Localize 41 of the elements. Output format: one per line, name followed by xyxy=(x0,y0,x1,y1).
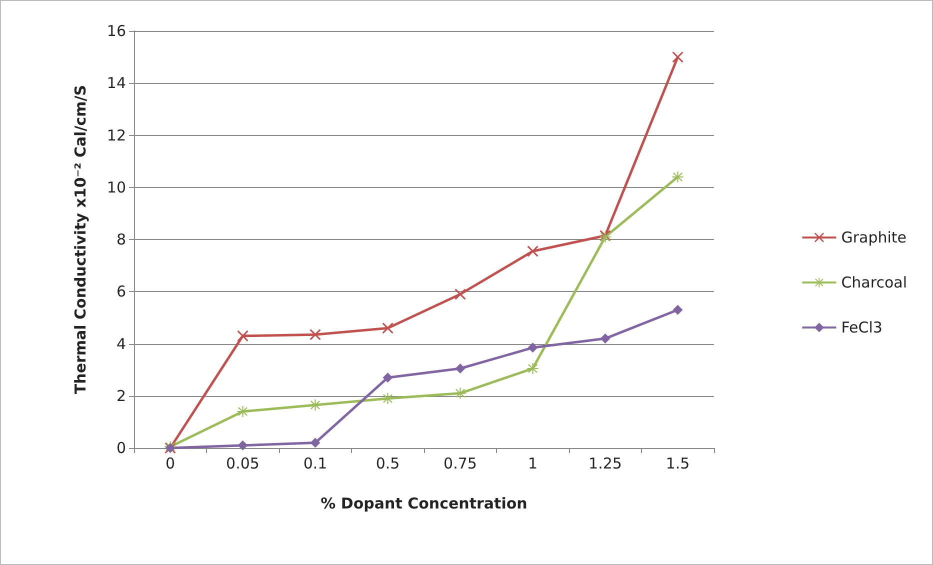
legend-label: FeCl3 xyxy=(841,318,882,336)
x-tick-label: 1.25 xyxy=(588,454,622,472)
x-tick-label: 0.1 xyxy=(303,454,328,472)
x-tick-label: 0.5 xyxy=(376,454,400,472)
point xyxy=(237,406,248,418)
point xyxy=(310,399,321,410)
y-tick-label: 0 xyxy=(116,439,126,457)
y-tick-label: 8 xyxy=(116,230,126,248)
y-axis-title: Thermal Conductivity x10⁻² Cal/cm/S xyxy=(72,84,90,394)
y-tick-label: 4 xyxy=(116,334,126,353)
y-tick-label: 12 xyxy=(106,126,126,144)
x-tick-label: 1.5 xyxy=(666,454,690,472)
point xyxy=(382,322,394,334)
point xyxy=(600,334,610,344)
point xyxy=(527,363,538,374)
point xyxy=(454,288,466,300)
y-tick-label: 14 xyxy=(106,74,126,92)
point xyxy=(310,438,320,448)
legend-label: Graphite xyxy=(841,228,907,246)
x-tick-label: 0.75 xyxy=(444,454,477,472)
point xyxy=(455,364,466,374)
point xyxy=(672,171,684,182)
x-tick-label: 0.05 xyxy=(226,454,260,472)
point xyxy=(382,372,393,383)
y-tick-label: 10 xyxy=(106,178,126,196)
y-tick-label: 16 xyxy=(106,22,126,40)
x-tick-label: 0 xyxy=(165,454,176,472)
point xyxy=(527,246,538,257)
x-axis-title: % Dopant Concentration xyxy=(320,494,528,512)
point xyxy=(238,440,248,450)
y-tick-label: 2 xyxy=(116,386,126,405)
point xyxy=(310,329,321,340)
y-tick-label: 6 xyxy=(116,282,126,301)
legend-label: Charcoal xyxy=(841,274,908,292)
point xyxy=(672,304,683,315)
point xyxy=(237,330,248,342)
point xyxy=(528,342,538,353)
x-tick-label: 1 xyxy=(528,454,538,472)
point xyxy=(672,52,684,63)
point xyxy=(382,392,394,404)
point xyxy=(454,388,466,399)
